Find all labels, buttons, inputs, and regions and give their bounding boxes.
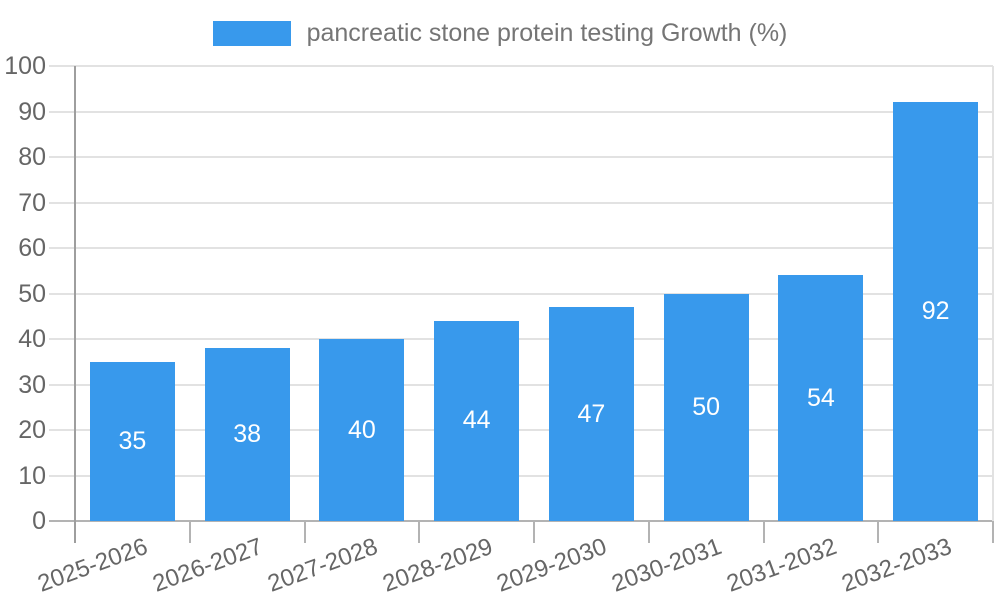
bar-value-label: 38 xyxy=(233,420,262,449)
gridline xyxy=(49,110,993,113)
bar-2026-2027[interactable]: 38 xyxy=(204,348,290,521)
bar-value-label: 47 xyxy=(577,399,606,428)
gridline xyxy=(49,65,993,67)
y-axis-tick-label: 90 xyxy=(18,97,46,126)
gridline xyxy=(49,429,993,431)
x-axis-tick xyxy=(992,521,994,543)
x-axis-tick xyxy=(188,521,191,543)
y-axis-tick-label: 30 xyxy=(18,370,46,399)
bar-value-label: 92 xyxy=(921,297,950,326)
gridline xyxy=(49,338,993,340)
bar-2030-2031[interactable]: 50 xyxy=(663,293,749,521)
gridline xyxy=(49,247,993,249)
legend-color-swatch xyxy=(212,20,291,46)
x-axis-tick xyxy=(418,521,421,543)
gridline xyxy=(49,474,993,477)
bar-2031-2032[interactable]: 54 xyxy=(778,275,864,521)
y-axis-tick-label: 70 xyxy=(18,188,46,217)
gridline xyxy=(49,156,993,158)
x-axis-baseline xyxy=(49,520,993,522)
y-axis-tick-label: 80 xyxy=(18,143,46,171)
bar-2028-2029[interactable]: 44 xyxy=(434,320,520,521)
x-axis-tick xyxy=(877,521,880,543)
x-axis-tick xyxy=(647,521,650,543)
y-axis-tick-label: 50 xyxy=(18,279,46,308)
gridline xyxy=(49,292,993,295)
bar-value-label: 50 xyxy=(692,392,721,421)
bar-value-label: 54 xyxy=(806,383,835,412)
bar-2032-2033[interactable]: 92 xyxy=(893,102,979,521)
chart-legend[interactable]: pancreatic stone protein testing Growth … xyxy=(0,18,1000,48)
bar-2029-2030[interactable]: 47 xyxy=(548,307,634,521)
y-axis-tick-label: 40 xyxy=(18,325,46,353)
y-axis-tick-label: 20 xyxy=(18,416,46,444)
x-axis-tick xyxy=(303,521,306,543)
y-axis-tick-label: 100 xyxy=(4,52,46,80)
bar-2025-2026[interactable]: 35 xyxy=(89,361,175,521)
bar-value-label: 40 xyxy=(347,415,376,444)
gridline xyxy=(49,201,993,204)
bar-2027-2028[interactable]: 40 xyxy=(319,339,405,521)
bar-value-label: 35 xyxy=(118,426,147,455)
y-axis-line xyxy=(74,66,76,543)
x-axis-tick xyxy=(533,521,535,543)
y-axis-tick-label: 0 xyxy=(32,507,46,535)
bar-value-label: 44 xyxy=(462,406,491,435)
y-axis-tick-label: 60 xyxy=(18,234,46,262)
x-axis-tick xyxy=(762,521,765,543)
plot-right-border xyxy=(992,66,994,521)
y-axis-tick-label: 10 xyxy=(18,461,46,490)
gridline xyxy=(49,383,993,386)
legend-series-label: pancreatic stone protein testing Growth … xyxy=(306,19,788,47)
